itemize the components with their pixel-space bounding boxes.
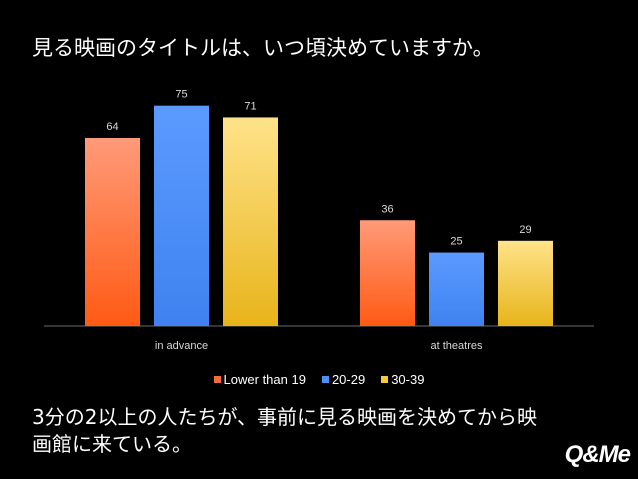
legend-swatch (213, 376, 221, 383)
brand-logo: Q&Me (564, 441, 631, 468)
legend-label: 20-29 (331, 372, 366, 387)
page-title: 見る映画のタイトルは、いつ頃決めていますか。 (32, 36, 494, 60)
bar-in-advance-30-39 (223, 117, 278, 326)
bar-at-theatres-lower-than-19 (360, 220, 415, 326)
legend-label: 30-39 (391, 372, 425, 387)
bar-in-advance-20-29 (154, 105, 209, 326)
data-label: 25 (450, 236, 462, 248)
data-label: 75 (175, 89, 187, 101)
x-tick-label: at theatres (431, 340, 483, 352)
bar-in-advance-lower-than-19 (85, 138, 140, 326)
legend-swatch (321, 376, 329, 383)
chart-legend: Lower than 19 20-29 30-39 (0, 372, 638, 387)
x-tick-label: in advance (155, 340, 208, 352)
legend-label: Lower than 19 (223, 372, 306, 387)
legend-item: 30-39 (381, 372, 424, 387)
legend-item: 20-29 (321, 372, 366, 387)
legend-item: Lower than 19 (213, 372, 306, 387)
legend-swatch (381, 376, 389, 383)
data-label: 71 (244, 100, 256, 112)
data-label: 29 (519, 224, 531, 236)
footnote-text: 3分の2以上の人たちが、事前に見る映画を決めてから映画館に来ている。 (32, 405, 538, 456)
data-label: 36 (381, 203, 393, 215)
bar-at-theatres-30-39 (498, 240, 553, 326)
data-label: 64 (106, 121, 118, 133)
bar-at-theatres-20-29 (429, 252, 484, 326)
